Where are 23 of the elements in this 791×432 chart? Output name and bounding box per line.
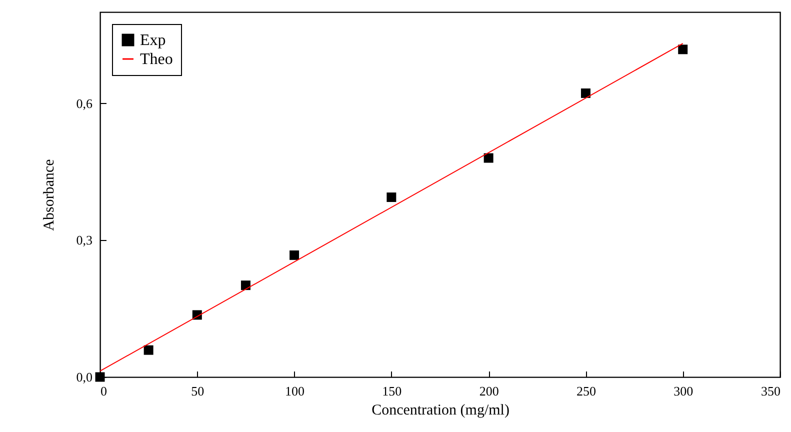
x-tick-label: 50 xyxy=(191,384,204,398)
legend-label: Exp xyxy=(140,32,166,49)
point xyxy=(678,44,688,54)
y-axis-title: Absorbance xyxy=(41,158,58,231)
x-tick-label: 300 xyxy=(674,384,694,398)
point xyxy=(144,345,154,355)
y-tick-label: 0,0 xyxy=(76,370,92,384)
x-tick-label: 200 xyxy=(479,384,499,398)
point xyxy=(95,372,105,382)
x-tick-label: 350 xyxy=(761,384,780,398)
x-tick-label: 150 xyxy=(382,384,402,398)
point xyxy=(484,153,494,163)
y-tick-label: 0,3 xyxy=(76,232,92,248)
y-tick-label: 0,6 xyxy=(76,96,93,111)
point xyxy=(386,192,396,202)
x-tick-label: 250 xyxy=(576,384,596,398)
x-axis-title: Concentration (mg/ml) xyxy=(372,402,510,418)
x-tick-label: 0 xyxy=(100,384,107,398)
x-tick-label: 100 xyxy=(285,384,305,398)
point xyxy=(580,88,590,98)
point xyxy=(290,250,300,260)
legend-label: Theo xyxy=(140,51,173,68)
point xyxy=(240,280,250,290)
